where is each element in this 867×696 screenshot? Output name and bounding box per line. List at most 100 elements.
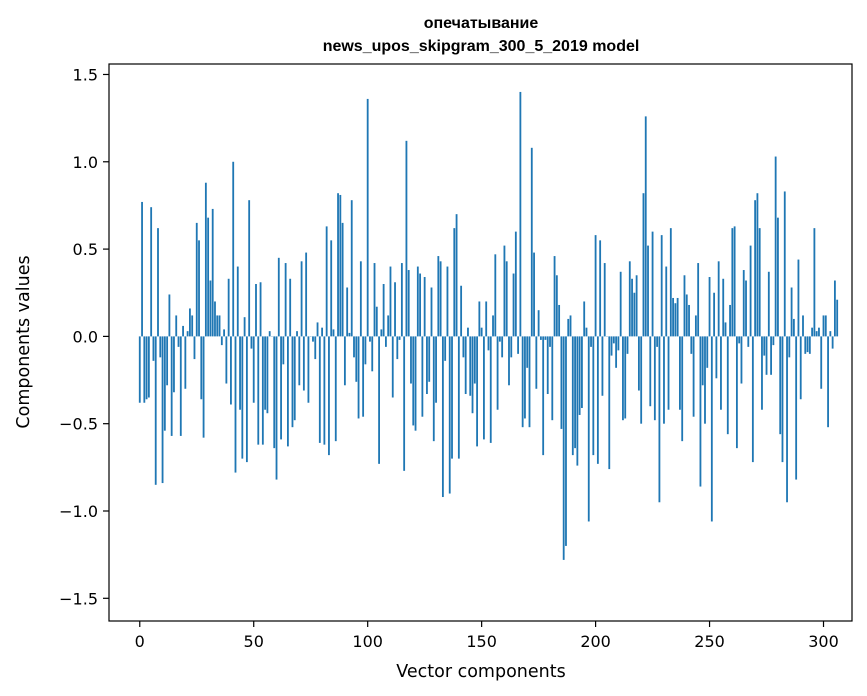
- bar-280: [777, 217, 779, 337]
- bar-164: [512, 273, 515, 337]
- bar-233: [669, 228, 672, 337]
- bar-240: [685, 294, 688, 337]
- bar-149: [478, 301, 481, 337]
- bar-264: [740, 336, 743, 384]
- bar-298: [818, 327, 820, 337]
- bar-112: [394, 282, 396, 337]
- bar-193: [578, 336, 581, 415]
- bar-203: [601, 336, 604, 396]
- bar-300: [822, 315, 825, 337]
- bar-110: [389, 266, 392, 337]
- bar-20: [184, 336, 187, 389]
- bar-116: [403, 336, 406, 471]
- bar-50: [252, 336, 255, 403]
- bar-206: [608, 336, 611, 470]
- bar-51: [255, 284, 257, 337]
- bar-series: [138, 91, 839, 560]
- bar-118: [407, 270, 410, 337]
- bar-247: [701, 336, 704, 386]
- bar-217: [633, 292, 636, 337]
- bar-305: [833, 280, 836, 337]
- bar-135: [446, 266, 449, 337]
- bar-61: [277, 257, 280, 337]
- bar-72: [302, 336, 305, 391]
- bar-292: [804, 336, 807, 354]
- x-tick-label: 200: [580, 632, 611, 651]
- bar-207: [610, 336, 613, 356]
- bar-157: [496, 336, 499, 410]
- bar-158: [498, 336, 501, 342]
- bar-7: [154, 336, 157, 485]
- bar-35: [218, 315, 221, 337]
- bar-169: [524, 336, 526, 419]
- bar-36: [220, 336, 223, 346]
- bar-96: [357, 336, 360, 419]
- bar-138: [453, 228, 456, 337]
- bar-83: [328, 336, 330, 456]
- bar-197: [587, 336, 590, 522]
- bar-131: [437, 256, 440, 337]
- bar-147: [473, 336, 476, 384]
- bar-202: [599, 240, 602, 337]
- bar-43: [236, 266, 239, 337]
- bar-296: [813, 228, 816, 337]
- chart-title-line-1: опечатывание: [424, 15, 539, 32]
- bar-103: [373, 263, 376, 337]
- bar-49: [250, 336, 253, 349]
- bar-221: [642, 193, 645, 337]
- bar-45: [241, 336, 244, 459]
- bar-8: [157, 228, 159, 337]
- bar-276: [767, 271, 770, 337]
- bar-182: [553, 256, 556, 337]
- bar-267: [747, 336, 750, 347]
- bar-266: [745, 280, 747, 337]
- bar-232: [667, 336, 670, 410]
- bar-168: [521, 336, 524, 428]
- bar-150: [480, 327, 483, 337]
- bar-0: [138, 336, 141, 403]
- bar-125: [423, 277, 426, 337]
- bar-148: [476, 336, 478, 447]
- bar-144: [467, 327, 469, 337]
- bar-189: [569, 315, 572, 337]
- bar-42: [234, 336, 237, 473]
- bar-257: [724, 322, 727, 337]
- bar-4: [147, 336, 150, 398]
- bar-32: [211, 208, 214, 337]
- bar-212: [622, 336, 624, 421]
- y-tick-label: −1.0: [59, 502, 98, 521]
- bar-231: [665, 266, 668, 337]
- bar-105: [378, 336, 380, 464]
- bar-71: [300, 261, 303, 337]
- bar-278: [772, 336, 775, 346]
- bar-188: [567, 318, 570, 337]
- bar-57: [268, 331, 271, 337]
- bar-246: [699, 336, 702, 487]
- bar-183: [555, 275, 558, 337]
- bar-37: [223, 329, 225, 337]
- bar-229: [660, 235, 663, 337]
- bar-259: [729, 304, 731, 337]
- bar-128: [430, 287, 433, 337]
- bar-291: [802, 315, 804, 337]
- bar-65: [287, 336, 289, 447]
- x-tick-label: 100: [352, 632, 383, 651]
- bar-76: [312, 336, 314, 342]
- bar-282: [781, 336, 784, 463]
- bar-165: [514, 231, 517, 337]
- bar-136: [448, 336, 451, 494]
- bar-245: [697, 263, 700, 337]
- bar-175: [537, 310, 540, 337]
- bar-31: [209, 280, 212, 337]
- bar-34: [216, 315, 219, 337]
- bar-14: [170, 336, 173, 436]
- bar-85: [332, 329, 335, 337]
- bar-127: [428, 336, 431, 382]
- bar-287: [792, 318, 795, 337]
- bar-283: [783, 191, 786, 337]
- bar-173: [533, 252, 535, 337]
- bar-59: [273, 336, 276, 449]
- bar-54: [261, 336, 264, 445]
- bar-55: [264, 336, 267, 410]
- bar-250: [708, 277, 711, 337]
